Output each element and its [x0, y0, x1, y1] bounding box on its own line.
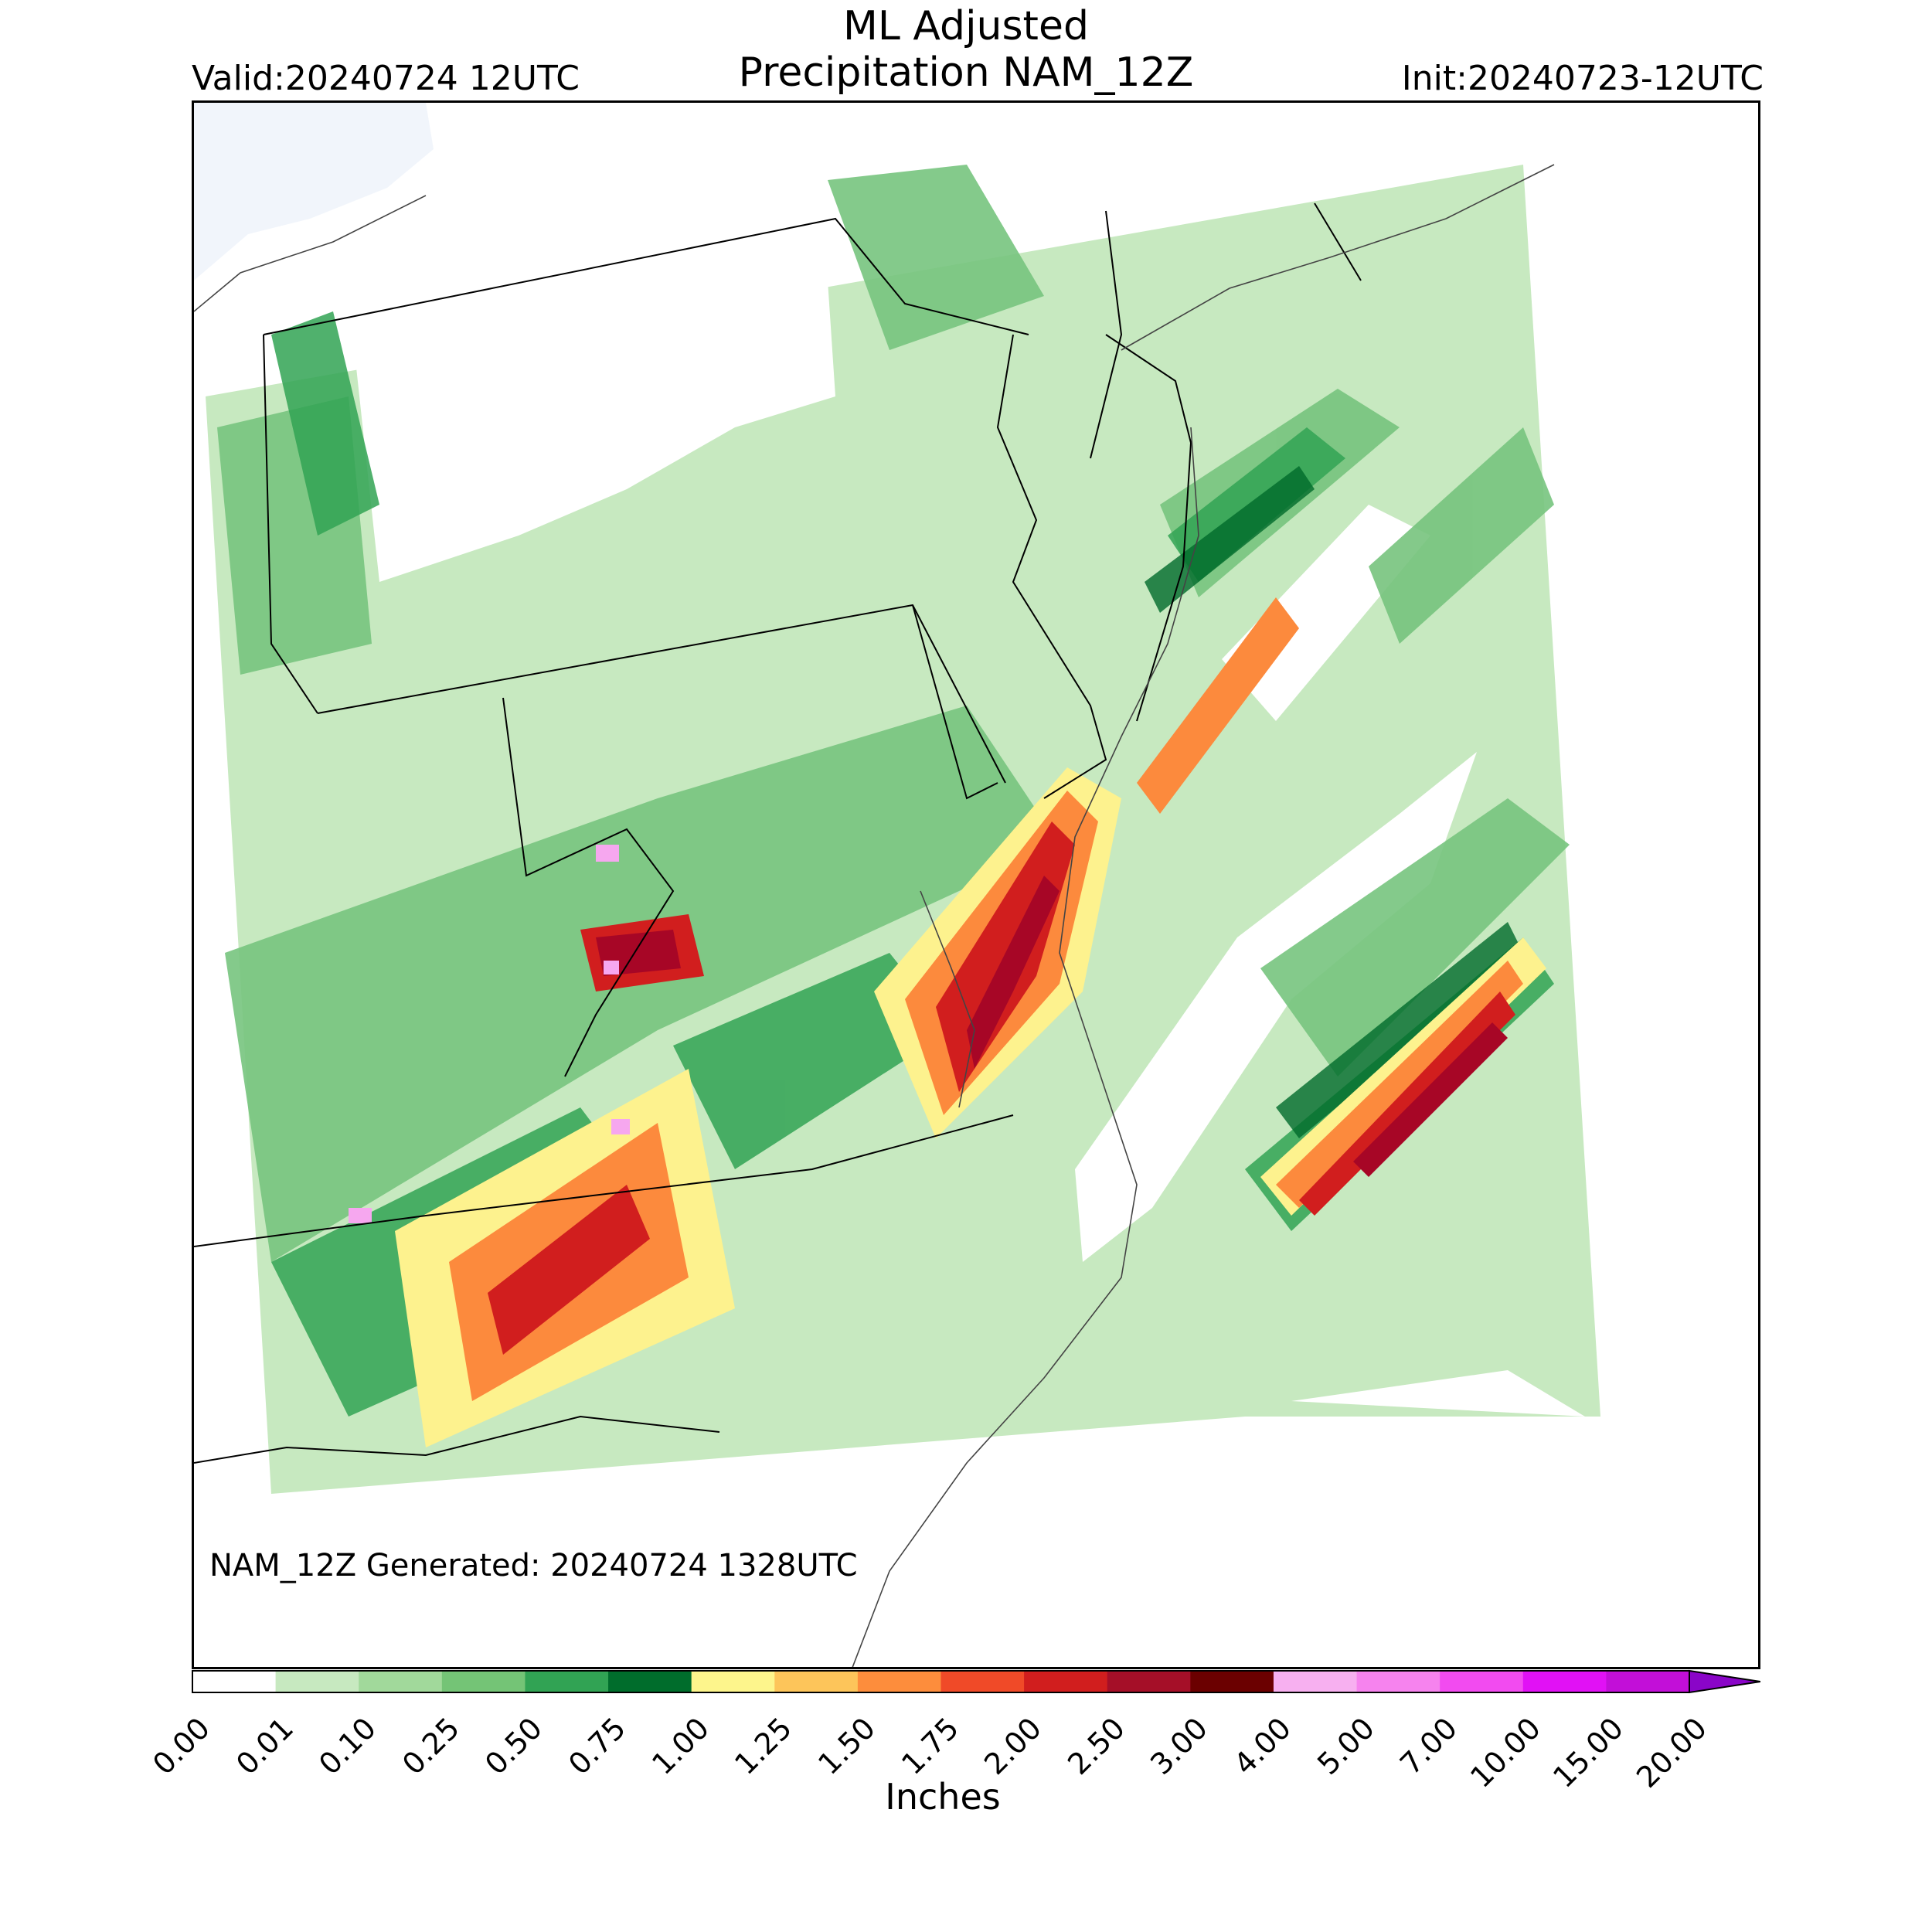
colorbar-cell [857, 1671, 941, 1692]
state-boundaries [194, 202, 1362, 1464]
colorbar-cell [608, 1671, 692, 1692]
coastlines [194, 164, 1555, 1667]
colorbar-tick-label: 3.00 [1144, 1711, 1215, 1781]
colorbar-tick-label: 0.75 [562, 1711, 633, 1781]
colorbar-tick-label: 2.50 [1060, 1711, 1131, 1781]
colorbar-cell [691, 1671, 775, 1692]
colorbar-cell [275, 1671, 359, 1692]
dry-area-south [1291, 1370, 1585, 1417]
colorbar-cells [192, 1671, 1690, 1692]
colorbar-cell [1606, 1671, 1690, 1692]
colorbar-tick-label: 0.25 [396, 1711, 466, 1781]
colorbar-tick-label: 1.25 [728, 1711, 799, 1781]
colorbar-tick-label: 7.00 [1393, 1711, 1464, 1781]
colorbar-cell [1273, 1671, 1358, 1692]
dry-area-ny [349, 242, 835, 582]
colorbar-cell [525, 1671, 609, 1692]
colorbar [192, 1669, 1760, 1694]
colorbar-cell [1522, 1671, 1607, 1692]
colorbar-tick-label: 15.00 [1546, 1711, 1631, 1795]
colorbar-cell [192, 1671, 277, 1692]
valid-time-label: Valid:20240724 12UTC [192, 59, 580, 98]
colorbar-cell [1024, 1671, 1108, 1692]
colorbar-tick-label: 0.00 [146, 1711, 217, 1781]
colorbar-tick-label: 0.10 [312, 1711, 383, 1781]
title-line-2: Precipitation NAM_12Z [738, 49, 1194, 96]
generated-note: NAM_12Z Generated: 20240724 1328UTC [209, 1548, 858, 1583]
colorbar-label: Inches [885, 1776, 1001, 1818]
colorbar-tick-label: 4.00 [1227, 1711, 1298, 1781]
colorbar-tick-label: 10.00 [1463, 1711, 1547, 1795]
colorbar-tick-label: 20.00 [1630, 1711, 1714, 1795]
colorbar-tick-label: 5.00 [1310, 1711, 1381, 1781]
colorbar-tick-label: 1.00 [645, 1711, 716, 1781]
lake-shading [194, 103, 434, 281]
colorbar-cell [1190, 1671, 1274, 1692]
map-panel: NAM_12Z Generated: 20240724 1328UTC [192, 100, 1760, 1669]
colorbar-cell [774, 1671, 859, 1692]
colorbar-cell [441, 1671, 526, 1692]
rain-core-pink [349, 845, 630, 1223]
colorbar-cell [1107, 1671, 1191, 1692]
colorbar-cell [1356, 1671, 1440, 1692]
dry-area-ocean [1075, 752, 1477, 1262]
colorbar-extend-arrow [1689, 1669, 1760, 1694]
init-time-label: Init:20240723-12UTC [1401, 59, 1764, 98]
title-line-1: ML Adjusted [843, 3, 1089, 49]
colorbar-tick-label: 0.01 [229, 1711, 300, 1781]
colorbar-cell [359, 1671, 443, 1692]
colorbar-tick-label: 0.50 [478, 1711, 549, 1781]
colorbar-cell [1440, 1671, 1524, 1692]
map-title: ML Adjusted Precipitation NAM_12Z [734, 3, 1198, 96]
colorbar-cell [940, 1671, 1025, 1692]
precipitation-map [194, 103, 1600, 1667]
